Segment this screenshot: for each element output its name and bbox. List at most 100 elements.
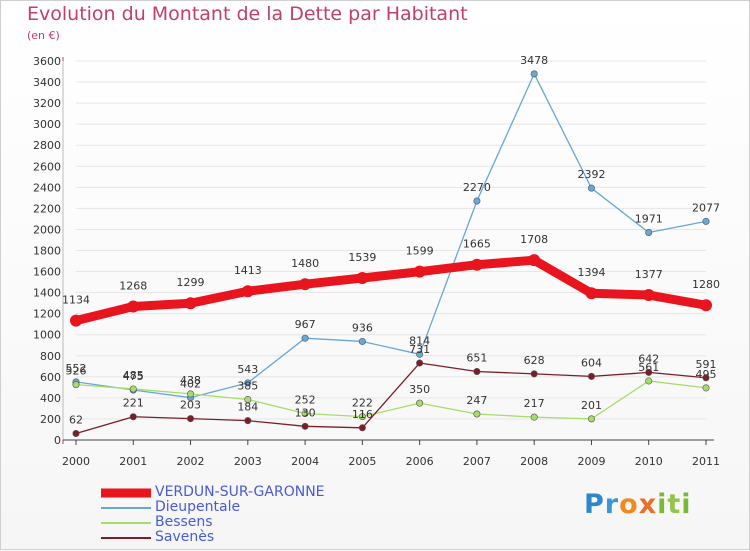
data-point-dieupentale <box>473 197 481 205</box>
data-point-bessens <box>301 409 309 417</box>
data-point-verdun-sur-garonne <box>585 287 598 300</box>
data-point-verdun-sur-garonne <box>299 278 312 291</box>
data-point-verdun-sur-garonne <box>241 285 254 298</box>
chart-title: Evolution du Montant de la Dette par Hab… <box>27 3 468 25</box>
data-point-saven-s <box>129 413 137 421</box>
data-point-dieupentale <box>530 70 538 78</box>
data-label-saven-s: 203 <box>180 399 201 412</box>
series-line-verdun-sur-garonne <box>71 255 711 326</box>
data-point-bessens <box>129 385 137 393</box>
y-tick-label: 1600 <box>33 266 61 279</box>
data-point-saven-s <box>587 372 595 380</box>
y-tick-label: 1200 <box>33 308 61 321</box>
data-point-saven-s <box>72 429 80 437</box>
data-point-saven-s <box>702 374 710 382</box>
data-point-bessens <box>473 410 481 418</box>
data-label-dieupentale: 3478 <box>520 54 548 67</box>
data-point-dieupentale <box>645 228 653 236</box>
x-tick-label: 2011 <box>692 455 720 468</box>
y-tick-label: 3600 <box>33 55 61 68</box>
data-point-dieupentale <box>244 379 252 387</box>
data-point-bessens <box>244 395 252 403</box>
x-tick-label: 2008 <box>520 455 548 468</box>
legend-label: VERDUN-SUR-GARONNE <box>155 484 325 500</box>
y-tick-label: 2800 <box>33 139 61 152</box>
series-line-dieupentale <box>75 73 707 399</box>
data-point-saven-s <box>244 417 252 425</box>
x-tick-label: 2005 <box>348 455 376 468</box>
data-point-saven-s <box>416 359 424 367</box>
data-point-verdun-sur-garonne <box>470 258 483 271</box>
data-label-saven-s: 642 <box>638 352 659 365</box>
legend-label: Bessens <box>155 514 213 530</box>
data-label-saven-s: 604 <box>581 356 602 369</box>
y-tick-label: 2200 <box>33 202 61 215</box>
data-label-bessens: 438 <box>180 374 201 387</box>
series-line-bessens <box>75 380 707 420</box>
legend-swatch <box>101 506 151 509</box>
data-label-bessens: 222 <box>352 397 373 410</box>
data-label-dieupentale: 2392 <box>577 168 605 181</box>
data-point-saven-s <box>473 367 481 375</box>
legend-swatch <box>101 488 151 497</box>
data-label-saven-s: 130 <box>295 406 316 419</box>
data-point-dieupentale <box>358 337 366 345</box>
data-label-bessens: 252 <box>295 393 316 406</box>
data-point-bessens <box>587 415 595 423</box>
y-tick-label: 0 <box>54 434 61 447</box>
data-point-verdun-sur-garonne <box>642 289 655 302</box>
data-label-dieupentale: 1971 <box>635 212 663 225</box>
data-label-dieupentale: 967 <box>295 318 316 331</box>
x-tick-label: 2010 <box>635 455 663 468</box>
x-tick-label: 2009 <box>577 455 605 468</box>
data-point-verdun-sur-garonne <box>127 300 140 313</box>
data-label-bessens: 350 <box>409 383 430 396</box>
data-point-bessens <box>530 413 538 421</box>
y-tick-label: 200 <box>40 413 61 426</box>
data-point-bessens <box>358 413 366 421</box>
x-tick-label: 2007 <box>463 455 491 468</box>
data-label-verdun-sur-garonne: 1708 <box>520 233 548 246</box>
data-point-saven-s <box>530 370 538 378</box>
data-label-bessens: 385 <box>237 379 258 392</box>
data-label-dieupentale: 2077 <box>692 201 720 214</box>
x-tick-label: 2000 <box>62 455 90 468</box>
data-point-bessens <box>187 390 195 398</box>
data-label-dieupentale: 543 <box>237 363 258 376</box>
data-point-verdun-sur-garonne <box>184 297 197 310</box>
y-tick-label: 1800 <box>33 245 61 258</box>
x-tick-label: 2003 <box>234 455 262 468</box>
data-point-verdun-sur-garonne <box>700 299 712 312</box>
data-label-saven-s: 628 <box>524 354 545 367</box>
data-label-verdun-sur-garonne: 1134 <box>62 294 90 307</box>
data-label-saven-s: 221 <box>123 397 144 410</box>
y-tick-label: 2000 <box>33 223 61 236</box>
data-label-verdun-sur-garonne: 1394 <box>577 266 605 279</box>
data-point-saven-s <box>645 368 653 376</box>
data-label-verdun-sur-garonne: 1413 <box>234 264 262 277</box>
data-point-dieupentale <box>702 217 710 225</box>
y-tick-label: 800 <box>40 350 61 363</box>
chart-subtitle: (en €) <box>27 29 60 42</box>
data-point-saven-s <box>301 422 309 430</box>
data-label-saven-s: 116 <box>352 408 373 421</box>
data-label-verdun-sur-garonne: 1539 <box>348 251 376 264</box>
y-tick-label: 1400 <box>33 287 61 300</box>
y-tick-label: 1000 <box>33 329 61 342</box>
data-label-bessens: 247 <box>466 394 487 407</box>
data-label-dieupentale: 814 <box>409 334 430 347</box>
x-tick-label: 2002 <box>177 455 205 468</box>
y-tick-label: 400 <box>40 392 61 405</box>
data-label-verdun-sur-garonne: 1599 <box>406 245 434 258</box>
y-tick-label: 600 <box>40 371 61 384</box>
y-tick-label: 2600 <box>33 160 61 173</box>
data-label-bessens: 485 <box>123 369 144 382</box>
data-point-verdun-sur-garonne <box>528 254 541 267</box>
data-point-dieupentale <box>587 184 595 192</box>
data-point-dieupentale <box>416 350 424 358</box>
data-label-bessens: 201 <box>581 399 602 412</box>
legend-label: Dieupentale <box>155 499 241 515</box>
data-label-bessens: 217 <box>524 397 545 410</box>
